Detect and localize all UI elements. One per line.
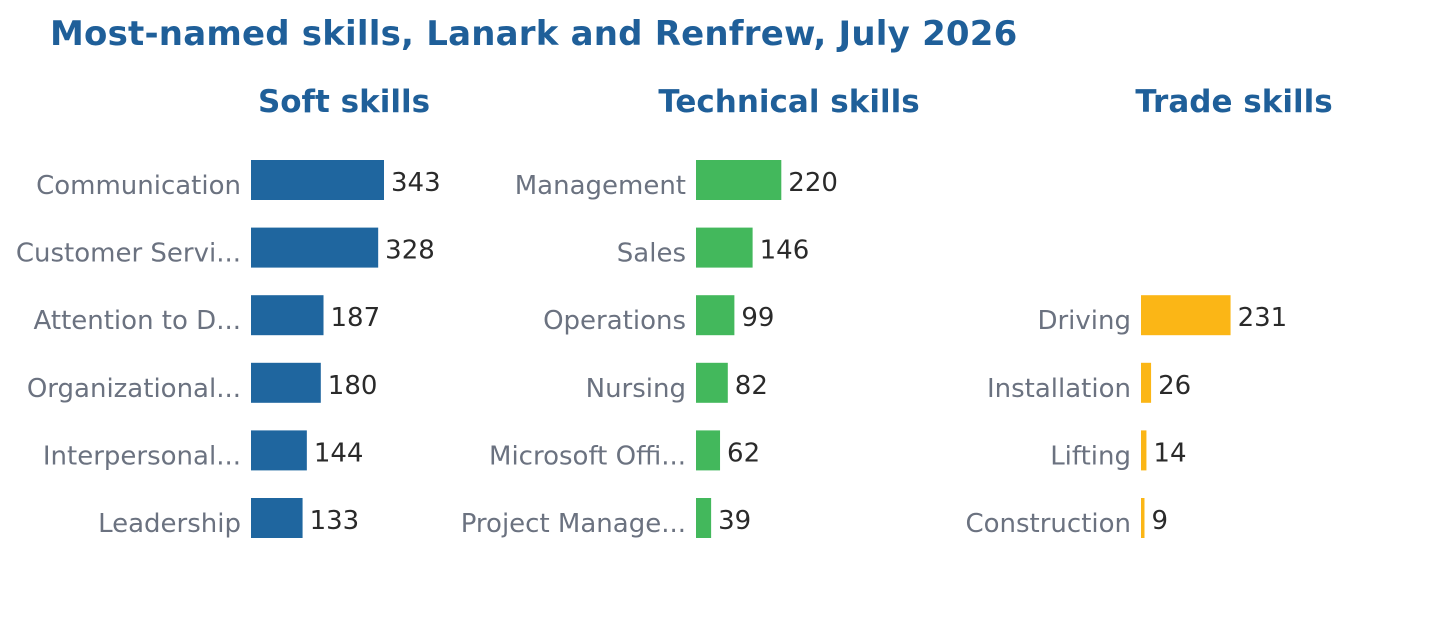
bar-technical-5 bbox=[696, 498, 712, 538]
category-label-technical-5: Project Manage... bbox=[461, 509, 686, 539]
value-label-trade-0: 231 bbox=[1238, 303, 1288, 333]
bar-technical-2 bbox=[696, 295, 735, 336]
category-label-soft-5: Leadership bbox=[98, 509, 241, 539]
category-label-soft-1: Customer Servi... bbox=[16, 239, 241, 269]
category-label-trade-3: Construction bbox=[965, 509, 1131, 539]
value-label-technical-2: 99 bbox=[741, 303, 774, 333]
chart-title: Most-named skills, Lanark and Renfrew, J… bbox=[50, 14, 1018, 54]
bar-soft-2 bbox=[251, 295, 324, 336]
category-label-soft-2: Attention to D... bbox=[34, 306, 241, 336]
bar-trade-3 bbox=[1141, 498, 1145, 538]
bar-technical-1 bbox=[696, 227, 753, 268]
category-label-soft-4: Interpersonal... bbox=[43, 441, 241, 471]
bar-technical-4 bbox=[696, 430, 721, 471]
value-label-technical-0: 220 bbox=[788, 168, 838, 198]
value-label-technical-3: 82 bbox=[735, 371, 768, 401]
category-label-trade-2: Lifting bbox=[1050, 441, 1131, 471]
value-label-technical-4: 62 bbox=[727, 438, 760, 468]
category-label-soft-0: Communication bbox=[36, 171, 241, 201]
value-label-technical-1: 146 bbox=[760, 236, 810, 266]
value-label-trade-1: 26 bbox=[1158, 371, 1191, 401]
bar-soft-4 bbox=[251, 430, 307, 471]
value-label-technical-5: 39 bbox=[718, 506, 751, 536]
bar-soft-1 bbox=[251, 227, 379, 268]
value-label-soft-1: 328 bbox=[385, 236, 435, 266]
category-label-technical-0: Management bbox=[515, 171, 686, 201]
category-label-technical-2: Operations bbox=[543, 306, 686, 336]
bar-technical-3 bbox=[696, 362, 728, 403]
value-label-soft-3: 180 bbox=[328, 371, 378, 401]
value-label-soft-5: 133 bbox=[310, 506, 360, 536]
value-label-soft-4: 144 bbox=[314, 438, 364, 468]
value-label-trade-2: 14 bbox=[1153, 438, 1186, 468]
panel-technical: Management 220 Sales 146 Operations 99 Nursing… bbox=[461, 160, 838, 539]
bar-soft-5 bbox=[251, 498, 303, 538]
panel-soft: Communication 343 Customer Servi... 328 Atte… bbox=[16, 160, 441, 539]
panel-trade: Driving 231 Installation 26 Lifting 14 Constru… bbox=[965, 295, 1287, 539]
category-label-soft-3: Organizational... bbox=[27, 374, 241, 404]
value-label-soft-0: 343 bbox=[391, 168, 441, 198]
bar-soft-3 bbox=[251, 362, 321, 403]
category-label-technical-1: Sales bbox=[617, 239, 686, 269]
value-label-trade-3: 9 bbox=[1151, 506, 1168, 536]
category-label-technical-4: Microsoft Offi... bbox=[489, 441, 686, 471]
category-label-trade-1: Installation bbox=[987, 374, 1131, 404]
bar-trade-2 bbox=[1141, 430, 1147, 471]
category-label-trade-0: Driving bbox=[1037, 306, 1131, 336]
bar-trade-0 bbox=[1141, 295, 1231, 336]
bar-soft-0 bbox=[251, 160, 384, 200]
bar-trade-1 bbox=[1141, 362, 1152, 403]
value-label-soft-2: 187 bbox=[331, 303, 381, 333]
category-label-technical-3: Nursing bbox=[586, 374, 686, 404]
panel-title-technical: Technical skills bbox=[658, 84, 920, 120]
bar-technical-0 bbox=[696, 160, 782, 200]
panel-title-trade: Trade skills bbox=[1135, 84, 1333, 120]
panel-title-soft: Soft skills bbox=[257, 84, 431, 120]
